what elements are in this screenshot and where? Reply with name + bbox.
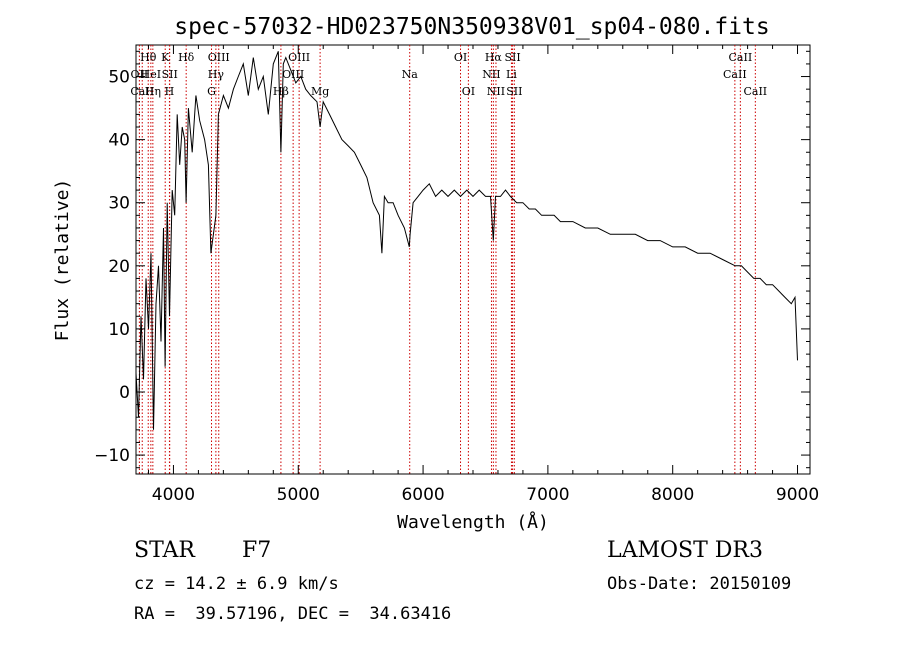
line-marker-label: Hδ	[178, 51, 195, 64]
y-tick-label: 40	[108, 131, 130, 151]
spectrum-series-line	[135, 51, 798, 430]
line-marker-label: CaII	[130, 85, 154, 98]
line-marker-label: OI	[462, 85, 475, 98]
line-marker-label: CaII	[723, 68, 747, 81]
y-tick-label: 30	[108, 194, 130, 214]
y-tick-label: 50	[108, 68, 130, 88]
x-axis-label: Wavelength (Å)	[397, 511, 549, 533]
line-marker-label: Hη	[145, 85, 161, 98]
chart-title: spec-57032-HD023750N350938V01_sp04-080.f…	[174, 14, 769, 40]
line-marker-label: Hα	[485, 51, 503, 64]
line-marker-label: OI	[454, 51, 467, 64]
survey-name: LAMOST DR3	[607, 538, 763, 563]
line-marker-label: G	[207, 85, 216, 98]
observation-date: Obs-Date: 20150109	[607, 574, 792, 594]
line-marker-label: CaII	[729, 51, 753, 64]
y-tick-label: 0	[119, 383, 130, 403]
spectral-type: F7	[242, 538, 272, 563]
line-marker-label: SII	[506, 85, 522, 98]
line-marker-label: OIII	[208, 51, 230, 64]
sky-coordinates: RA = 39.57196, DEC = 34.63416	[134, 604, 452, 624]
line-marker-label: OIII	[288, 51, 310, 64]
line-marker-label: Na	[402, 68, 419, 81]
line-marker-label: Hβ	[273, 85, 289, 98]
line-marker-label: OIII	[282, 68, 304, 81]
x-axis: 4000 5000 6000 7000 8000 9000	[147, 45, 819, 505]
x-tick-label: 8000	[651, 485, 694, 505]
spectral-line-markers	[138, 45, 756, 474]
line-marker-label: CaII	[743, 85, 767, 98]
line-marker-label: OII	[131, 68, 149, 81]
redshift-velocity: cz = 14.2 ± 6.9 km/s	[134, 574, 339, 594]
plot-frame	[135, 44, 811, 475]
line-marker-label: SII	[504, 51, 520, 64]
line-marker-label: H	[165, 85, 175, 98]
line-marker-label: Hγ	[208, 68, 225, 81]
line-marker-label: Li	[506, 68, 517, 81]
y-tick-label: 20	[108, 257, 130, 277]
x-tick-label: 9000	[776, 485, 819, 505]
line-marker-label: Mg	[311, 85, 329, 98]
y-axis-label: Flux (relative)	[52, 179, 73, 342]
y-tick-label: 10	[108, 320, 130, 340]
x-tick-label: 4000	[152, 485, 195, 505]
y-tick-label: −10	[94, 446, 130, 466]
star-label: STAR	[134, 538, 195, 563]
line-marker-label: SII	[162, 68, 178, 81]
y-axis: −10 0 10 20 30 40 50	[94, 50, 810, 469]
line-marker-label: K	[161, 51, 170, 64]
line-marker-label: HeI	[141, 68, 161, 81]
x-tick-label: 6000	[401, 485, 444, 505]
line-marker-label: Hθ	[140, 51, 157, 64]
x-tick-label: 7000	[526, 485, 569, 505]
x-tick-label: 5000	[277, 485, 320, 505]
line-marker-label: NII	[482, 68, 500, 81]
line-marker-label: NII	[487, 85, 505, 98]
